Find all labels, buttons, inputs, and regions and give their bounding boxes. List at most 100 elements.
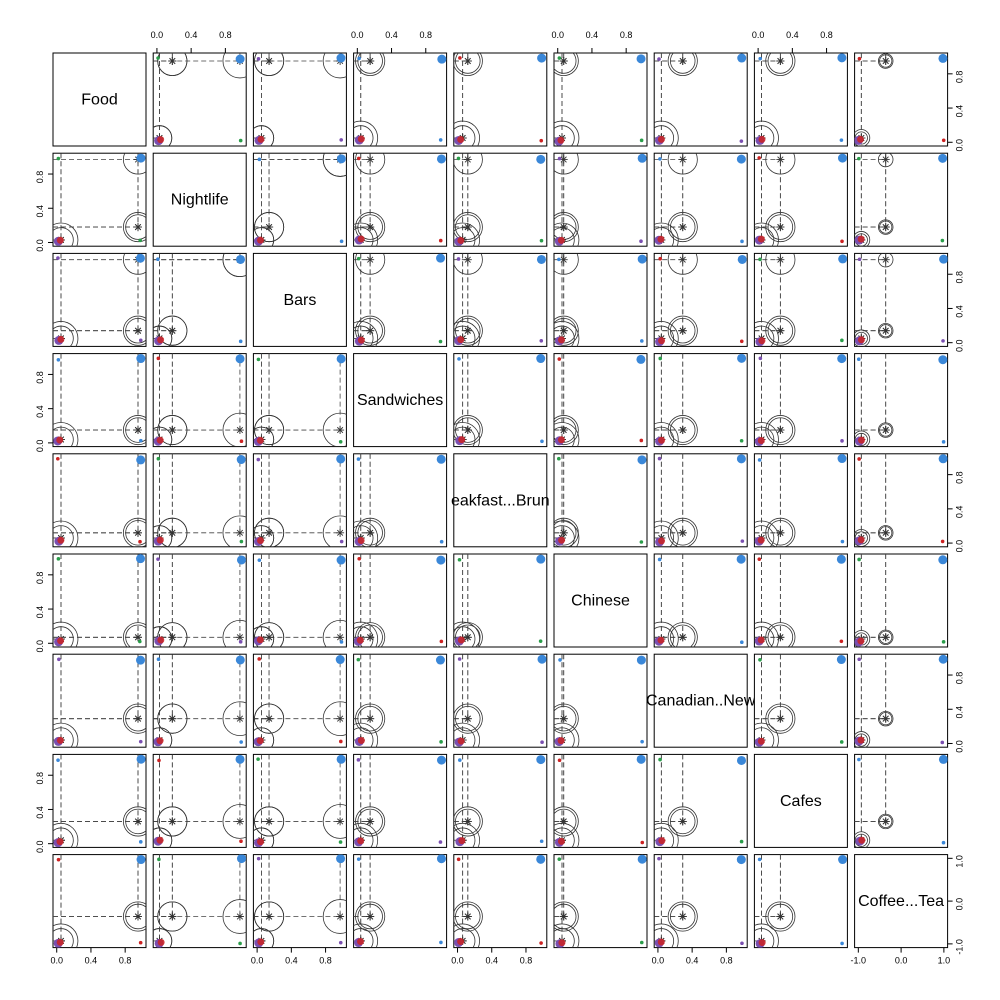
data-point — [136, 354, 146, 364]
data-point — [56, 156, 61, 161]
data-point — [336, 154, 346, 164]
x-tick-label: 0.0 — [895, 956, 908, 966]
panel-4-3 — [353, 453, 448, 548]
data-point — [858, 436, 866, 444]
y-tick-label: 0.4 — [955, 506, 965, 519]
data-point — [557, 156, 562, 161]
diagonal-label: Sandwiches — [357, 392, 443, 409]
panel-frame — [553, 553, 648, 648]
panel-0-3 — [353, 52, 448, 147]
data-point — [339, 239, 344, 244]
data-point — [557, 758, 562, 763]
panel-frame — [152, 252, 247, 347]
diagonal-label: Chinese — [571, 593, 630, 610]
panel-6-7 — [753, 653, 848, 748]
center-marker — [236, 634, 244, 641]
data-point — [235, 354, 245, 364]
data-point — [438, 138, 443, 142]
center-marker — [265, 818, 273, 825]
data-point — [938, 555, 948, 565]
data-point — [536, 254, 546, 264]
panel-frame — [553, 353, 648, 448]
data-point — [557, 236, 565, 244]
data-point — [338, 840, 343, 844]
center-marker — [560, 327, 567, 334]
center-marker — [679, 818, 686, 825]
center-marker — [265, 715, 273, 722]
panel-1-4 — [453, 152, 548, 247]
data-point — [839, 740, 844, 744]
data-point — [558, 658, 562, 662]
data-point — [658, 337, 666, 345]
data-point — [840, 239, 844, 244]
data-point — [357, 536, 365, 544]
data-point — [357, 736, 365, 744]
data-point — [758, 257, 762, 262]
panel-0-7 — [753, 52, 848, 147]
cluster-circle — [554, 808, 577, 835]
data-point — [436, 755, 446, 765]
data-point — [357, 938, 365, 946]
data-point — [740, 941, 744, 946]
data-point — [737, 353, 747, 363]
center-marker — [882, 223, 889, 231]
data-point — [439, 539, 444, 544]
panel-3-8 — [854, 353, 949, 448]
data-point — [138, 739, 143, 744]
panel-7-0 — [52, 753, 147, 848]
panel-frame — [553, 52, 648, 147]
y-tick-label: -1.0 — [955, 939, 965, 955]
center-marker — [336, 715, 344, 722]
data-point — [940, 539, 945, 544]
cluster-circle — [554, 315, 579, 346]
panel-frame — [854, 553, 949, 648]
data-point — [357, 235, 365, 243]
diagonal-label: Canadian..New — [646, 693, 756, 710]
panel-1-1: Nightlife — [152, 152, 247, 247]
data-point — [736, 154, 746, 164]
data-point — [436, 253, 446, 263]
panel-frame — [52, 854, 147, 949]
panel-frame — [753, 252, 848, 347]
data-point — [658, 356, 663, 361]
data-point — [840, 941, 844, 946]
data-point — [57, 335, 65, 343]
data-point — [457, 135, 465, 143]
cluster-circle — [667, 253, 698, 275]
panel-7-2 — [252, 753, 347, 848]
center-marker — [336, 634, 344, 641]
data-point — [157, 136, 165, 144]
panel-5-2 — [252, 553, 347, 648]
data-point — [840, 439, 844, 443]
panel-frame — [854, 653, 949, 748]
data-point — [857, 257, 862, 262]
center-marker — [560, 715, 567, 722]
panel-frame — [753, 353, 848, 448]
data-point — [256, 737, 264, 745]
panel-frame — [753, 52, 848, 147]
panel-3-4 — [453, 353, 548, 448]
center-marker — [464, 327, 471, 334]
data-point — [657, 557, 662, 562]
y-tick-label: 0.8 — [35, 171, 45, 184]
data-point — [940, 740, 945, 745]
data-point — [739, 438, 744, 443]
center-marker — [134, 913, 142, 920]
data-point — [736, 755, 746, 765]
panel-frame — [453, 653, 548, 748]
data-point — [636, 54, 646, 64]
data-point — [457, 557, 462, 562]
data-point — [256, 236, 264, 244]
panel-7-6 — [653, 753, 748, 848]
panel-frame — [753, 854, 848, 949]
panel-frame — [152, 653, 247, 748]
data-point — [637, 455, 647, 465]
data-point — [857, 657, 862, 662]
center-marker — [367, 57, 374, 65]
center-marker — [882, 57, 889, 65]
panel-frame — [553, 152, 648, 247]
center-marker — [777, 913, 784, 920]
center-marker — [679, 913, 686, 920]
panel-frame — [52, 52, 147, 147]
panel-4-7 — [753, 453, 848, 548]
